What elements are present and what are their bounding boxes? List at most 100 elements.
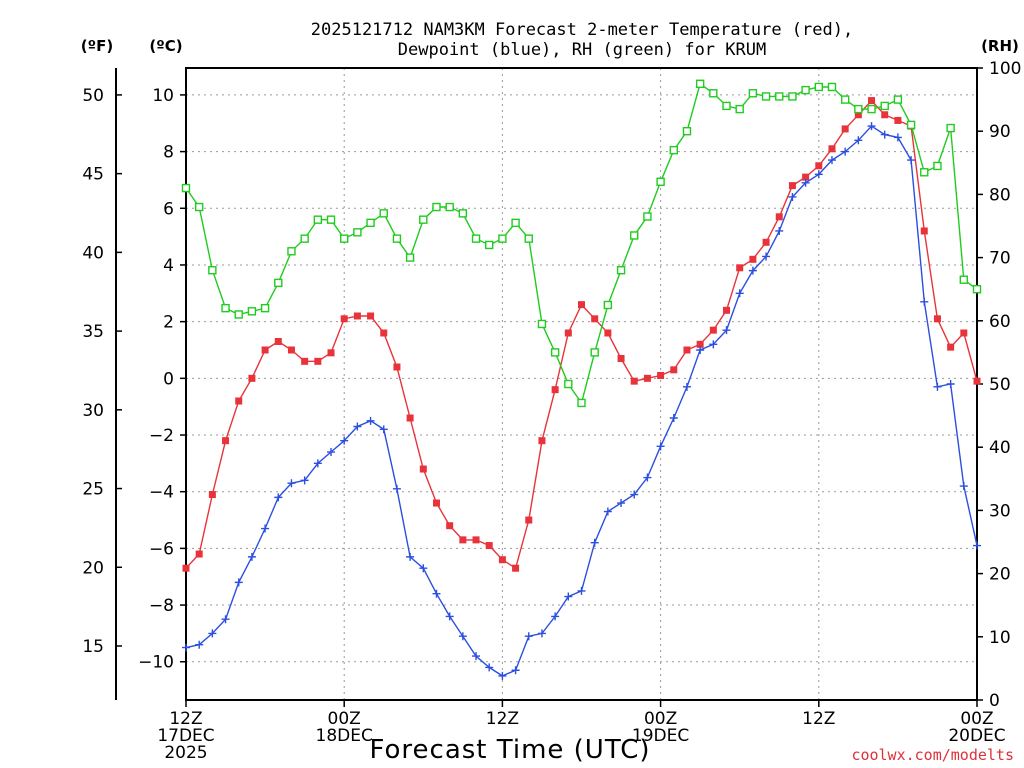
celsius-tick-label: 8 — [163, 143, 174, 163]
temperature-point — [828, 145, 836, 153]
celsius-tick-label: 10 — [152, 86, 174, 106]
temperature-point — [657, 371, 665, 379]
temperature-point — [881, 111, 889, 119]
rh-point — [880, 101, 889, 111]
rh-point — [498, 234, 507, 243]
rh-point — [906, 120, 916, 130]
rh-point — [300, 234, 309, 243]
temperature-point — [841, 125, 849, 133]
temperature-point — [432, 499, 440, 507]
dewpoint-point — [221, 615, 230, 624]
temperature-point — [459, 536, 467, 544]
rh-point — [972, 285, 982, 294]
rh-point — [801, 85, 810, 95]
rh-point — [656, 177, 665, 186]
rh-point — [643, 212, 652, 221]
rh-point — [260, 303, 270, 313]
temperature-point — [195, 550, 203, 558]
temperature-point — [525, 516, 533, 524]
dewpoint-point — [893, 133, 902, 142]
dewpoint-point — [537, 629, 546, 638]
x-tick-label: 20DEC — [948, 726, 1005, 746]
rh-point — [761, 92, 771, 101]
fahrenheit-unit-label: (ºF) — [81, 37, 113, 55]
temperature-point — [235, 397, 243, 405]
temperature-point — [960, 329, 968, 337]
dewpoint-point — [590, 538, 599, 547]
dewpoint-point — [247, 552, 256, 561]
dewpoint-point — [709, 340, 718, 349]
temperature-point — [630, 377, 638, 385]
rh-point — [695, 79, 705, 89]
x-tick-label: 17DEC — [157, 726, 214, 746]
dewpoint-point — [234, 578, 243, 587]
rh-point — [709, 89, 718, 98]
temperature-point — [485, 542, 493, 550]
rh-point — [511, 218, 520, 228]
temperature-point — [340, 315, 348, 323]
fahrenheit-tick-label: 45 — [82, 165, 104, 185]
dewpoint-point — [933, 382, 942, 391]
dewpoint-point — [920, 297, 929, 306]
rh-point — [485, 240, 494, 250]
temperature-point — [815, 162, 823, 170]
dewpoint-point — [907, 156, 916, 165]
rh-point — [854, 104, 863, 114]
rh-tick-label: 100 — [989, 59, 1021, 79]
rh-point — [326, 215, 336, 224]
temperature-point — [854, 111, 862, 119]
temperature-point — [578, 301, 585, 309]
temperature-point — [683, 346, 691, 354]
rh-point — [616, 266, 626, 275]
rh-point — [814, 82, 823, 92]
rh-point — [392, 234, 402, 243]
dewpoint-point — [392, 484, 401, 493]
dewpoint-point — [801, 178, 810, 187]
dewpoint-point — [788, 192, 797, 201]
rh-tick-label: 60 — [989, 312, 1011, 332]
x-tick-label: 00Z — [644, 709, 677, 729]
dewpoint-point — [327, 448, 336, 457]
temperature-point — [802, 173, 810, 181]
dewpoint-point — [458, 632, 467, 641]
temperature-point — [775, 213, 783, 221]
rh-point — [419, 215, 428, 224]
temperature-point — [617, 354, 625, 362]
dewpoint-point — [762, 252, 771, 261]
series-layer — [181, 79, 982, 680]
dewpoint-point — [432, 589, 441, 598]
temperature-point — [947, 343, 955, 351]
temperature-point — [551, 386, 559, 394]
fahrenheit-tick-label: 15 — [82, 637, 104, 657]
dewpoint-point — [287, 479, 296, 488]
dewpoint-point — [195, 640, 204, 649]
rh-point — [194, 202, 204, 212]
dewpoint-point — [379, 425, 388, 434]
temperature-point — [736, 264, 744, 272]
rh-point — [313, 215, 323, 224]
dewpoint-point — [261, 524, 270, 533]
dewpoint-point — [841, 147, 850, 156]
rh-point — [748, 89, 758, 98]
celsius-tick-label: −8 — [149, 596, 174, 616]
rh-point — [234, 310, 243, 319]
temperature-point — [380, 329, 388, 337]
dewpoint-point — [827, 156, 836, 165]
temperature-point — [591, 315, 599, 323]
rh-point — [564, 379, 573, 389]
dewpoint-point — [643, 473, 652, 482]
rh-point — [274, 278, 283, 288]
x-tick-label: 12Z — [802, 709, 835, 729]
celsius-tick-label: 0 — [163, 369, 174, 389]
rh-point — [405, 253, 415, 262]
temperature-point — [446, 522, 454, 530]
rh-point — [893, 95, 903, 104]
grid-lines — [186, 68, 977, 700]
dewpoint-point — [419, 564, 428, 573]
temperature-point — [894, 116, 902, 124]
temperature-point — [287, 346, 295, 354]
rh-point — [933, 161, 942, 171]
fahrenheit-tick-label: 25 — [82, 480, 104, 500]
dewpoint-point — [682, 382, 691, 391]
